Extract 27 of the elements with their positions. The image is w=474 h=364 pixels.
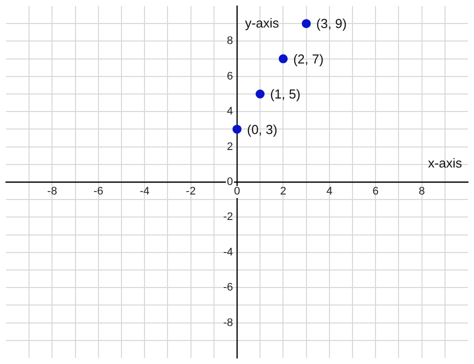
- y-tick-label: 2: [226, 140, 233, 153]
- y-tick-label: -4: [223, 246, 233, 258]
- data-label: (0, 3): [247, 122, 278, 137]
- point: [278, 54, 288, 64]
- point: [256, 90, 265, 98]
- y-axis-title: y-axis: [245, 16, 280, 31]
- x-tick-label: 2: [280, 186, 286, 198]
- y-tick-label: -6: [223, 282, 233, 294]
- point: [302, 19, 311, 28]
- y-tick-label: -8: [223, 316, 233, 329]
- y-tick-label: 0: [226, 176, 233, 188]
- x-axis-title: x-axis: [428, 156, 462, 171]
- y-tick-label: 8: [226, 35, 233, 48]
- data-label: (2, 7): [293, 51, 324, 66]
- x-tick-label: 6: [372, 186, 379, 198]
- x-tick-label: -2: [186, 186, 196, 198]
- y-tick-label: 4: [226, 106, 233, 118]
- y-tick-label: 6: [226, 70, 233, 82]
- x-tick-label: -4: [140, 186, 150, 198]
- data-label: (3, 9): [316, 16, 347, 32]
- data-label: (1, 5): [270, 86, 300, 102]
- point: [232, 124, 242, 134]
- x-tick-label: -8: [47, 186, 58, 198]
- x-tick-label: 4: [326, 186, 332, 198]
- x-tick-label: -6: [94, 186, 104, 198]
- x-tick-label: 8: [418, 186, 425, 198]
- y-tick-label: -2: [223, 211, 233, 224]
